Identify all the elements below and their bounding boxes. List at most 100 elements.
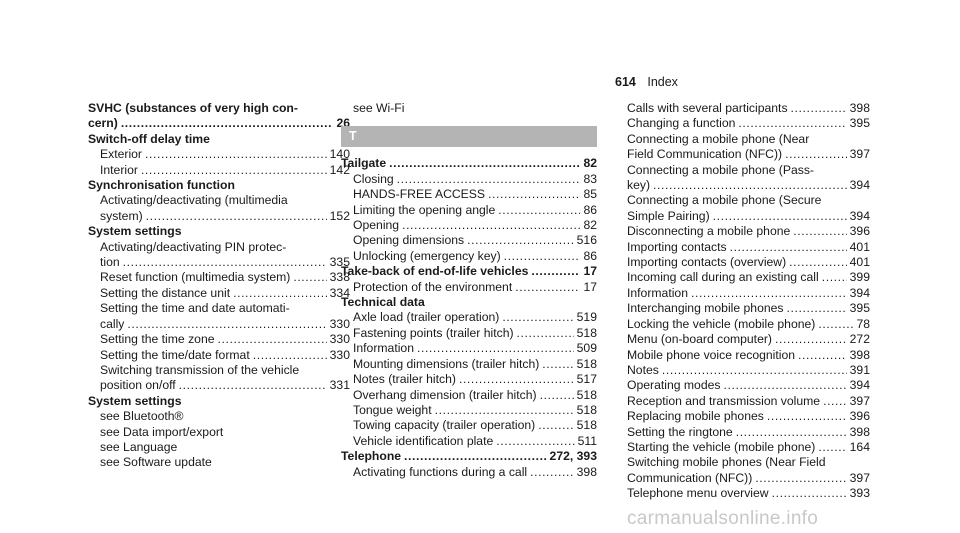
index-subentry: Information 394 xyxy=(615,286,870,301)
index-subentry: Replacing mobile phones 396 xyxy=(615,409,870,424)
entry-text: Take-back of end-of-life vehicles xyxy=(341,264,529,279)
entry-text: Setting the time and date automati- xyxy=(100,301,290,316)
entry-text: Activating functions during a call xyxy=(353,464,528,479)
entry-text: Technical data xyxy=(341,295,425,310)
page-reference: 397 xyxy=(849,470,870,485)
index-subentry: Opening 82 xyxy=(341,218,597,233)
index-subentry: Unlocking (emergency key) 86 xyxy=(341,249,597,264)
entry-text: Opening dimensions xyxy=(353,233,465,248)
index-subentry: system) 152 xyxy=(88,209,350,224)
index-subentry: Notes (trailer hitch) 517 xyxy=(341,372,597,387)
page-reference: 334 xyxy=(329,285,350,300)
dot-leader xyxy=(145,147,327,162)
entry-text: Operating modes xyxy=(627,378,721,393)
page-header: 614 Index xyxy=(615,75,678,90)
entry-text: Communication (NFC)) xyxy=(627,470,753,485)
entry-text: Closing xyxy=(353,171,394,186)
dot-leader xyxy=(504,249,581,264)
index-subentry: see Wi-Fi xyxy=(341,101,597,116)
page-reference: 86 xyxy=(583,202,597,217)
entry-text: Switching transmission of the vehicle xyxy=(100,362,300,377)
page-reference: 401 xyxy=(849,239,870,254)
entry-text: see Language xyxy=(100,439,178,454)
dot-leader xyxy=(233,286,327,301)
dot-leader xyxy=(818,440,846,455)
index-subentry: Field Communication (NFC)) 397 xyxy=(615,147,870,162)
index-entry: Synchronisation function xyxy=(88,178,350,193)
dot-leader xyxy=(498,203,580,218)
index-subentry: Setting the time/date format 330 xyxy=(88,348,350,363)
dot-leader xyxy=(146,209,327,224)
dot-leader xyxy=(662,363,847,378)
entry-text: see Data import/export xyxy=(100,424,224,439)
index-subentry: Switching mobile phones (Near Field xyxy=(615,455,870,470)
dot-leader xyxy=(123,255,327,270)
dot-leader xyxy=(822,270,847,285)
page-reference: 509 xyxy=(576,341,597,356)
page-reference: 518 xyxy=(576,356,597,371)
dot-leader xyxy=(793,224,846,239)
index-subentry: Vehicle identification plate 511 xyxy=(341,434,597,449)
dot-leader xyxy=(767,409,847,424)
page-reference: 396 xyxy=(849,224,870,239)
page-reference: 394 xyxy=(849,285,870,300)
index-subentry: Importing contacts (overview) 401 xyxy=(615,255,870,270)
index-subentry: Mounting dimensions (trailer hitch) 518 xyxy=(341,357,597,372)
page-reference: 142 xyxy=(329,162,350,177)
entry-text: Mobile phone voice recognition xyxy=(627,347,796,362)
index-subentry: Calls with several participants 398 xyxy=(615,101,870,116)
page-reference: 152 xyxy=(329,208,350,223)
index-entry: SVHC (substances of very high con- xyxy=(88,101,350,116)
dot-leader xyxy=(798,348,847,363)
page-reference: 519 xyxy=(576,310,597,325)
page-reference: 17 xyxy=(583,264,597,279)
index-subentry: Information 509 xyxy=(341,341,597,356)
index-subentry: Opening dimensions 516 xyxy=(341,233,597,248)
page-reference: 330 xyxy=(329,316,350,331)
index-subentry: see Data import/export xyxy=(88,425,350,440)
entry-text: Opening xyxy=(353,218,400,233)
index-subentry: Overhang dimension (trailer hitch) 518 xyxy=(341,388,597,403)
index-subentry: Disconnecting a mobile phone 396 xyxy=(615,224,870,239)
page-number: 614 xyxy=(615,75,636,89)
page-reference: 85 xyxy=(583,187,597,202)
dot-leader xyxy=(530,465,574,480)
index-subentry: Interior 142 xyxy=(88,163,350,178)
page-reference: 395 xyxy=(849,116,870,131)
page-reference: 394 xyxy=(849,378,870,393)
entry-text: Reset function (multimedia system) xyxy=(100,270,291,285)
dot-leader xyxy=(121,116,334,131)
dot-leader xyxy=(404,449,547,464)
dot-leader xyxy=(789,255,846,270)
entry-text: Towing capacity (trailer operation) xyxy=(353,418,536,433)
entry-text: see Wi-Fi xyxy=(353,101,405,115)
page-reference: 164 xyxy=(849,439,870,454)
dot-leader xyxy=(775,332,847,347)
entry-text: see Software update xyxy=(100,455,212,470)
index-column-1: SVHC (substances of very high con-cern)2… xyxy=(88,101,350,471)
page-reference: 397 xyxy=(849,147,870,162)
page-reference: 398 xyxy=(849,424,870,439)
page-reference: 86 xyxy=(583,248,597,263)
index-subentry: tion 335 xyxy=(88,255,350,270)
entry-text: Notes (trailer hitch) xyxy=(353,372,456,387)
dot-leader xyxy=(724,378,847,393)
page-reference: 518 xyxy=(576,402,597,417)
index-subentry: Starting the vehicle (mobile phone) 164 xyxy=(615,440,870,455)
dot-leader xyxy=(141,163,327,178)
page-reference: 83 xyxy=(583,171,597,186)
index-subentry: Telephone menu overview 393 xyxy=(615,486,870,501)
page-reference: 331 xyxy=(329,378,350,393)
entry-text: Overhang dimension (trailer hitch) xyxy=(353,387,537,402)
dot-leader xyxy=(293,270,326,285)
index-column-2: see Wi-FiTTailgate82Closing83HANDS-FREE … xyxy=(341,101,597,480)
entry-text: Setting the time/date format xyxy=(100,347,250,362)
entry-text: Interchanging mobile phones xyxy=(627,301,784,316)
entry-text: Exterior xyxy=(100,147,142,162)
page-reference: 82 xyxy=(583,156,597,171)
entry-text: Telephone menu overview xyxy=(627,486,769,501)
index-subentry: key) 394 xyxy=(615,178,870,193)
index-letter-heading: T xyxy=(341,126,597,148)
entry-text: Disconnecting a mobile phone xyxy=(627,224,791,239)
dot-leader xyxy=(496,434,574,449)
